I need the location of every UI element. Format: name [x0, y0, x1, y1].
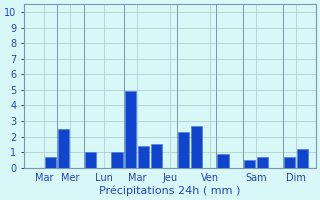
Bar [191, 126, 202, 168]
Bar [58, 129, 69, 168]
Bar [257, 157, 268, 168]
X-axis label: Précipitations 24h ( mm ): Précipitations 24h ( mm ) [99, 185, 241, 196]
Bar [85, 152, 96, 168]
Bar [178, 132, 189, 168]
Bar [217, 154, 228, 168]
Bar [151, 144, 162, 168]
Bar [111, 152, 123, 168]
Bar [297, 149, 308, 168]
Bar [45, 157, 56, 168]
Bar [284, 157, 295, 168]
Bar [124, 91, 136, 168]
Bar [244, 160, 255, 168]
Bar [138, 146, 149, 168]
